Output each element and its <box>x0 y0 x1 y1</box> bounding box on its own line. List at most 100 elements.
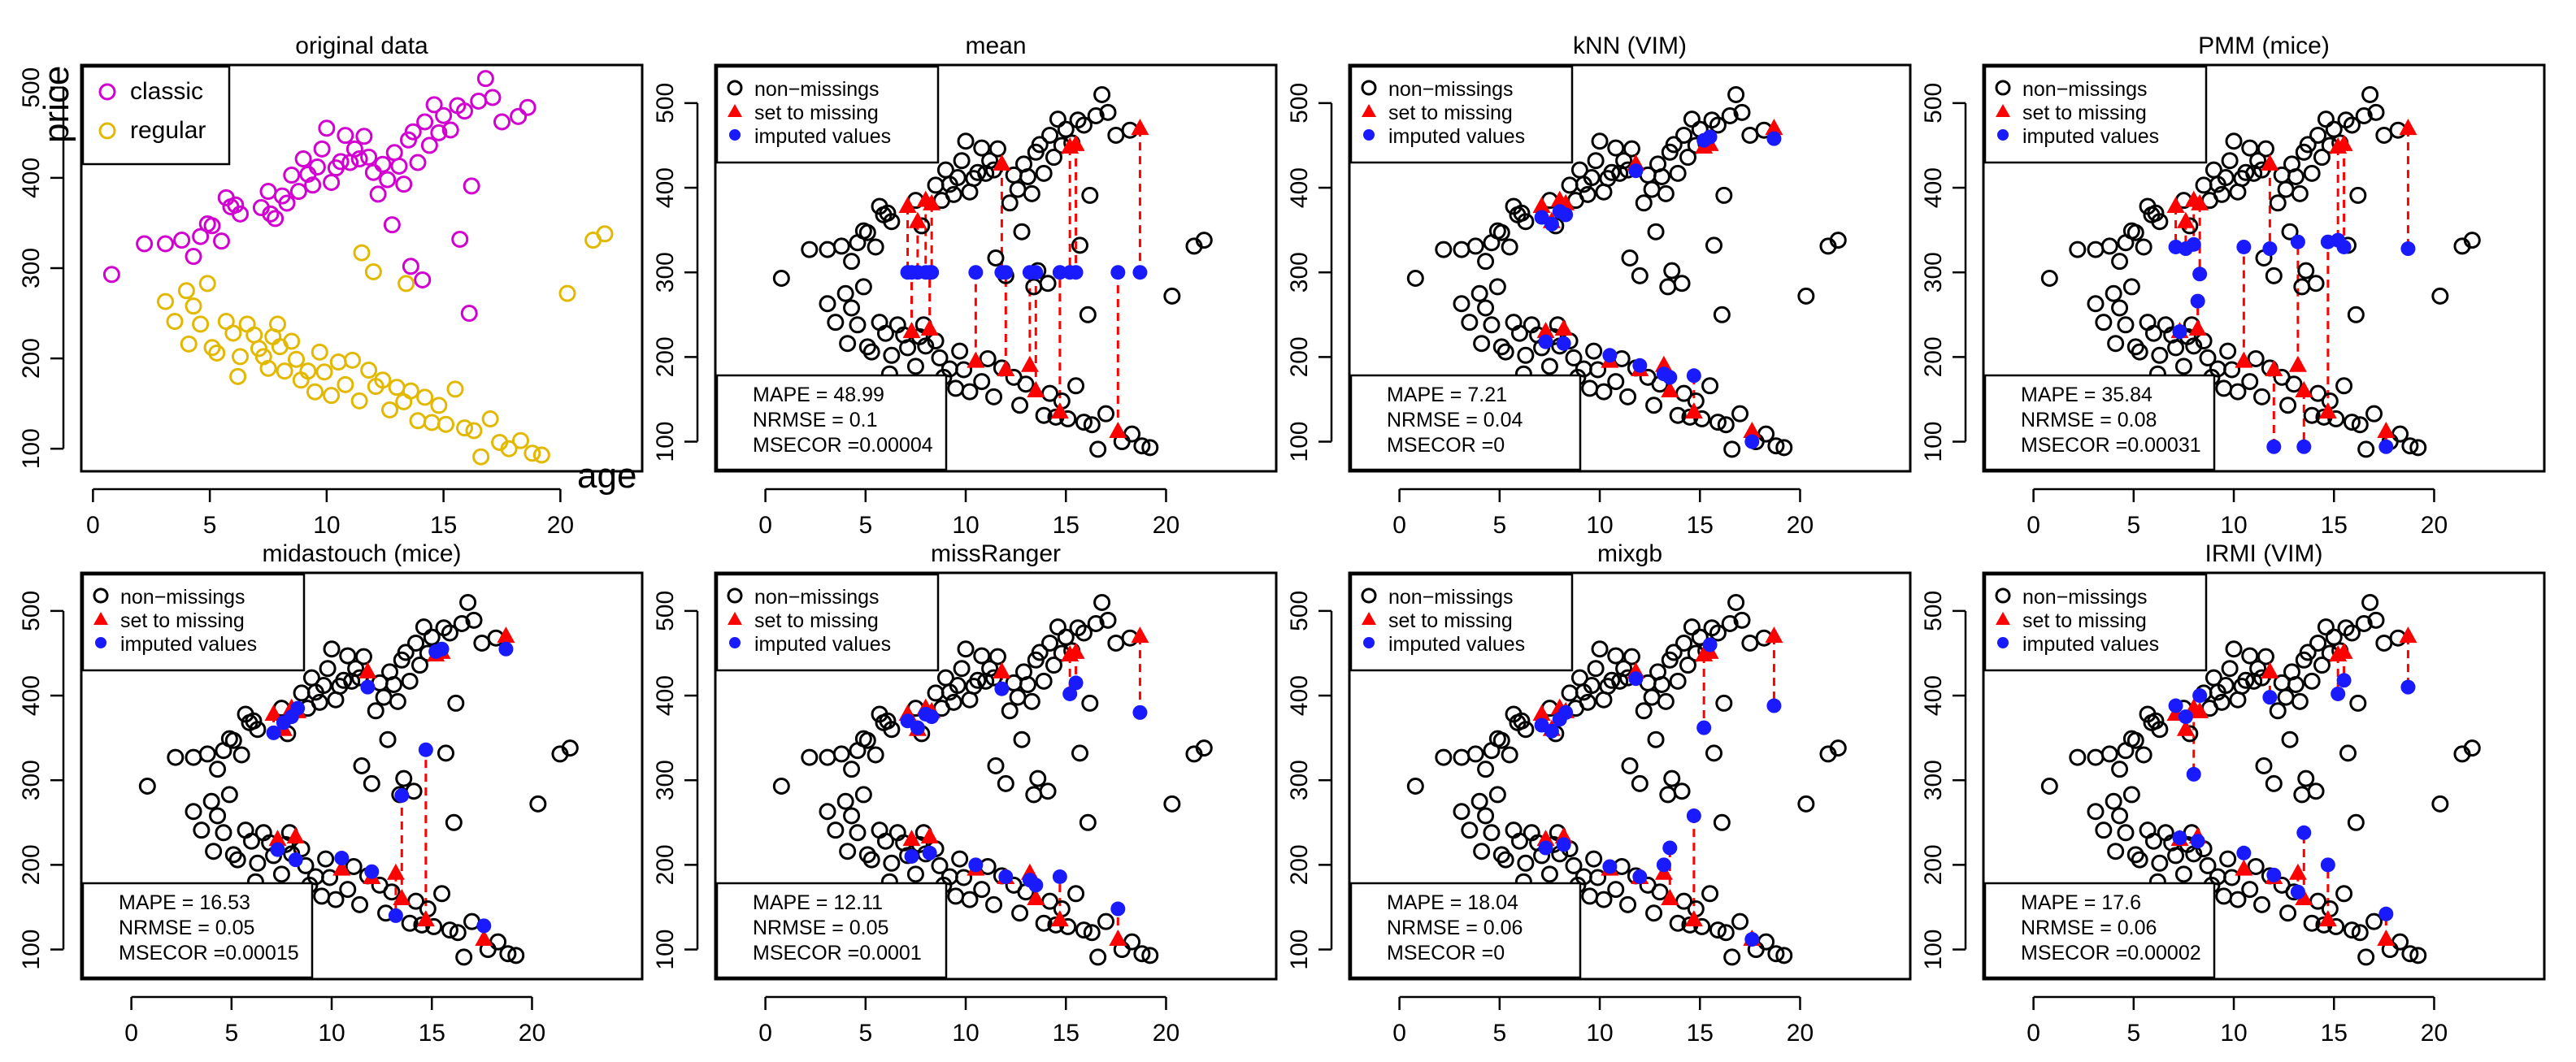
data-point-non-missing <box>1513 712 1531 730</box>
data-point-non-missing <box>2257 140 2274 158</box>
data-point-non-missing <box>1035 672 1053 690</box>
data-point-set-to-missing <box>1532 704 1551 721</box>
legend-marker-set-to-missing <box>93 612 108 625</box>
data-point-non-missing <box>1163 287 1181 305</box>
data-point-non-missing <box>1561 176 1579 194</box>
data-point-imputed <box>1632 358 1648 373</box>
data-point-non-missing <box>1435 241 1453 258</box>
x-tick-label: 10 <box>952 512 979 539</box>
data-point-non-missing <box>1049 618 1066 636</box>
data-point-non-missing <box>2361 593 2379 611</box>
data-point-non-missing <box>1039 275 1057 293</box>
legend-box <box>1983 65 2208 164</box>
data-point-non-missing <box>202 792 220 810</box>
data-point-non-missing <box>2431 287 2449 305</box>
data-point-regular <box>512 431 529 449</box>
data-point-non-missing <box>397 644 415 661</box>
legend-label-non-missings: non−missings <box>1388 586 1514 609</box>
data-point-non-missing <box>2151 854 2169 872</box>
data-point-non-missing <box>1081 186 1099 204</box>
data-point-regular <box>232 348 249 366</box>
data-point-non-missing <box>1727 593 1745 611</box>
data-point-non-missing <box>961 383 979 401</box>
data-point-regular <box>395 392 413 410</box>
data-point-non-missing <box>2147 204 2165 222</box>
legend-label-non-missings: non−missings <box>754 586 880 609</box>
data-point-non-missing <box>1087 107 1105 124</box>
data-point-non-missing <box>883 346 901 364</box>
data-point-imputed <box>1558 207 1574 223</box>
data-point-non-missing <box>843 253 861 271</box>
data-point-imputed <box>2262 690 2278 705</box>
data-point-imputed <box>2172 830 2187 846</box>
data-point-imputed <box>1052 265 1067 280</box>
data-point-non-missing <box>858 846 876 864</box>
data-point-regular <box>311 343 328 361</box>
data-point-non-missing <box>2151 721 2169 739</box>
series-set-to-missing <box>898 119 1149 439</box>
legend-marker-imputed-values <box>1363 637 1375 648</box>
y-tick-label: 100 <box>652 422 679 462</box>
legend-label-set-to-missing: set to missing <box>1388 609 1513 632</box>
stat-nrmse: NRMSE = 0.04 <box>1387 409 1523 431</box>
data-point-classic <box>337 127 354 145</box>
data-point-imputed <box>1062 686 1078 701</box>
data-point-set-to-missing <box>902 322 921 339</box>
y-tick-label: 100 <box>18 930 45 970</box>
data-point-imputed <box>1028 878 1044 893</box>
data-point-non-missing <box>1587 660 1605 678</box>
data-point-non-missing <box>2040 778 2058 795</box>
data-point-non-missing <box>1645 397 1663 414</box>
data-point-non-missing <box>1031 644 1049 661</box>
data-point-non-missing <box>1517 721 1535 739</box>
data-point-non-missing <box>209 807 227 825</box>
data-point-non-missing <box>2249 152 2267 170</box>
data-point-non-missing <box>2299 136 2317 154</box>
data-point-imputed <box>418 742 433 757</box>
data-point-set-to-missing <box>1654 355 1673 372</box>
stat-msecor: MSECOR =0 <box>1387 434 1505 457</box>
x-tick-label: 15 <box>419 1020 445 1047</box>
data-point-non-missing <box>2151 213 2169 231</box>
plot-frame <box>80 63 644 473</box>
data-point-non-missing <box>1059 410 1077 427</box>
data-point-non-missing <box>1717 924 1735 942</box>
plot-frame <box>80 571 644 981</box>
data-point-non-missing <box>2144 324 2162 342</box>
data-point-non-missing <box>1683 111 1701 128</box>
data-point-non-missing <box>1829 739 1847 757</box>
data-point-set-to-missing <box>2191 701 2209 718</box>
stats-box: MAPE = 35.84 NRMSE = 0.08 MSECOR =0.00031 <box>1983 374 2216 471</box>
data-point-non-missing <box>2237 163 2255 181</box>
data-point-non-missing <box>1041 126 1059 144</box>
data-point-non-missing <box>2287 676 2304 693</box>
data-point-non-missing <box>947 379 965 397</box>
data-point-non-missing <box>1488 786 1506 804</box>
legend-marker-set-to-missing <box>1996 612 2010 625</box>
data-point-non-missing <box>2269 702 2287 720</box>
legend-label-non-missings: non−missings <box>2022 586 2148 609</box>
stat-mape: MAPE = 16.53 <box>119 891 250 914</box>
data-point-non-missing <box>1683 618 1701 636</box>
data-point-non-missing <box>2199 856 2217 874</box>
data-point-non-missing <box>1083 416 1101 434</box>
data-point-non-missing <box>1619 388 1637 405</box>
series-non-missings <box>2040 593 2481 966</box>
data-point-non-missing <box>345 857 363 875</box>
data-point-non-missing <box>1565 349 1583 366</box>
data-point-non-missing <box>1011 397 1029 414</box>
data-point-non-missing <box>801 748 819 766</box>
data-point-non-missing <box>1579 185 1596 203</box>
data-point-non-missing <box>1488 278 1506 296</box>
data-point-non-missing <box>2241 647 2259 665</box>
data-point-set-to-missing <box>967 351 985 368</box>
legend-marker-non-missings <box>1361 80 1377 96</box>
data-point-non-missing <box>1195 232 1213 249</box>
data-point-non-missing <box>2279 397 2297 414</box>
data-point-non-missing <box>1001 702 1019 720</box>
data-point-set-to-missing <box>923 193 941 210</box>
data-point-non-missing <box>2303 164 2321 182</box>
data-point-non-missing <box>353 757 371 774</box>
data-point-classic <box>435 106 453 124</box>
